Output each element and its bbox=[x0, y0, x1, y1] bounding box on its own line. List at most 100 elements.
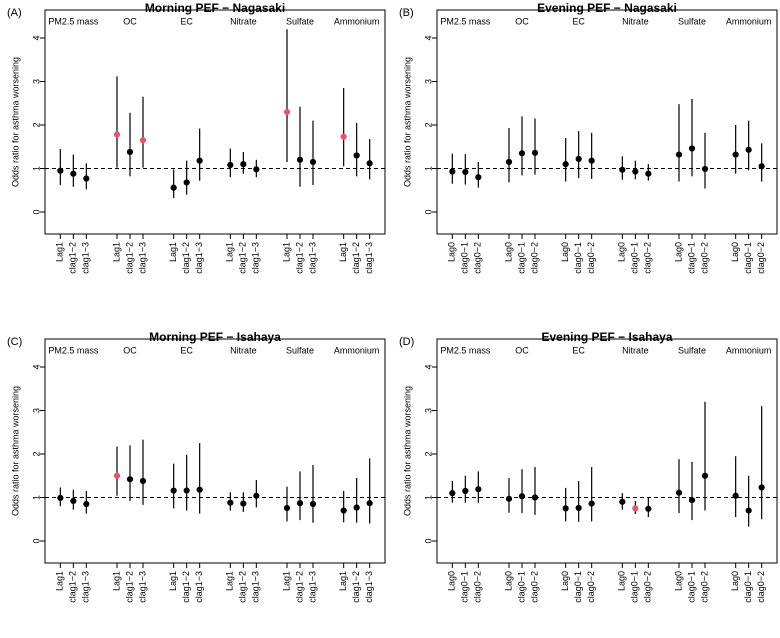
x-tick-label: clag1−3 bbox=[137, 242, 147, 274]
x-tick-label: Lag1 bbox=[338, 571, 348, 591]
x-tick-label: clag1−2 bbox=[238, 242, 248, 274]
pollutant-label: Sulfate bbox=[678, 345, 706, 355]
x-tick-label: clag1−2 bbox=[294, 571, 304, 603]
x-tick-label: clag0−1 bbox=[573, 571, 583, 603]
x-tick-label: Lag1 bbox=[168, 571, 178, 591]
y-tick-label: 2 bbox=[31, 451, 41, 456]
odds-ratio-point bbox=[588, 500, 595, 507]
odds-ratio-point bbox=[619, 498, 626, 505]
y-tick-label: 2 bbox=[423, 451, 433, 456]
x-tick-label: clag0−2 bbox=[756, 571, 766, 603]
x-tick-label: clag0−1 bbox=[686, 571, 696, 603]
pollutant-label: Ammonium bbox=[726, 345, 772, 355]
odds-ratio-point bbox=[309, 158, 317, 166]
odds-ratio-point bbox=[240, 500, 247, 507]
x-tick-label: clag1−3 bbox=[137, 571, 147, 603]
y-tick-label: 0 bbox=[423, 538, 433, 543]
x-tick-label: clag0−2 bbox=[586, 571, 596, 603]
x-tick-label: clag0−1 bbox=[516, 242, 526, 274]
x-tick-label: clag1−2 bbox=[181, 571, 191, 603]
x-tick-label: clag0−1 bbox=[743, 242, 753, 274]
y-tick-label: 0 bbox=[423, 209, 433, 214]
x-tick-label: clag1−3 bbox=[194, 571, 204, 603]
odds-ratio-point bbox=[196, 486, 203, 493]
x-tick-label: clag1−2 bbox=[68, 571, 78, 603]
x-tick-label: clag1−3 bbox=[307, 242, 317, 274]
pollutant-label: Nitrate bbox=[230, 345, 257, 355]
odds-ratio-point bbox=[732, 151, 739, 158]
x-tick-label: clag0−2 bbox=[473, 242, 483, 274]
x-tick-label: Lag1 bbox=[111, 571, 121, 591]
odds-ratio-point bbox=[518, 493, 526, 500]
chart-panel-a: (A) Morning PEF − Nagasaki 0 1 2 3 4 Odds ratio… bbox=[7, 1, 386, 274]
odds-ratio-point bbox=[619, 166, 626, 173]
x-tick-label: clag1−3 bbox=[364, 571, 374, 603]
pollutant-label: Ammonium bbox=[334, 16, 380, 26]
odds-ratio-point bbox=[531, 149, 539, 156]
y-axis-label: Odds ratio for asthma worsening bbox=[10, 57, 20, 187]
y-tick-label: 4 bbox=[31, 35, 41, 40]
pollutant-label: OC bbox=[515, 345, 529, 355]
odds-ratio-point bbox=[57, 494, 64, 502]
odds-ratio-point bbox=[227, 499, 234, 506]
x-tick-label: Lag1 bbox=[225, 242, 235, 262]
plot-frame bbox=[44, 9, 386, 235]
pollutant-label: PM2.5 mass bbox=[440, 345, 491, 355]
pollutant-label: Nitrate bbox=[230, 16, 257, 26]
y-tick-label: 4 bbox=[423, 364, 433, 369]
odds-ratio-point bbox=[518, 150, 526, 157]
x-tick-label: Lag0 bbox=[503, 571, 513, 591]
chart-title: Evening PEF − Isahaya bbox=[541, 330, 672, 344]
odds-ratio-point bbox=[531, 494, 539, 501]
pollutant-label: EC bbox=[572, 16, 585, 26]
x-tick-label: clag0−2 bbox=[529, 242, 539, 274]
chart-title: Morning PEF − Isahaya bbox=[149, 330, 281, 344]
x-tick-label: clag0−2 bbox=[699, 571, 709, 603]
x-tick-label: clag1−2 bbox=[294, 242, 304, 274]
x-tick-label: clag1−2 bbox=[124, 571, 134, 603]
pollutant-label: EC bbox=[180, 16, 193, 26]
odds-ratio-point bbox=[113, 472, 121, 479]
x-tick-label: clag1−2 bbox=[68, 242, 78, 274]
odds-ratio-point bbox=[758, 484, 765, 491]
x-tick-label: clag1−2 bbox=[351, 571, 361, 603]
odds-ratio-point bbox=[449, 168, 456, 175]
odds-ratio-point bbox=[170, 184, 177, 191]
odds-ratio-point bbox=[353, 152, 360, 159]
odds-ratio-point bbox=[70, 170, 77, 177]
x-tick-label: clag1−3 bbox=[364, 242, 374, 274]
pollutant-label: Sulfate bbox=[286, 345, 314, 355]
odds-ratio-point bbox=[83, 175, 90, 182]
x-tick-label: clag0−2 bbox=[586, 242, 596, 274]
panel-label: (A) bbox=[7, 7, 22, 19]
odds-ratio-point bbox=[253, 166, 260, 173]
odds-ratio-point bbox=[253, 492, 260, 499]
odds-ratio-point bbox=[139, 477, 147, 485]
odds-ratio-point bbox=[505, 495, 513, 502]
x-tick-label: Lag0 bbox=[560, 571, 570, 591]
plot-frame bbox=[436, 338, 778, 564]
odds-ratio-point bbox=[475, 486, 482, 493]
pollutant-label: OC bbox=[123, 16, 137, 26]
x-tick-label: Lag1 bbox=[55, 242, 65, 262]
odds-ratio-point bbox=[675, 489, 683, 496]
odds-ratio-point bbox=[196, 157, 203, 164]
y-tick-label: 4 bbox=[31, 364, 41, 369]
y-axis-label: Odds ratio for asthma worsening bbox=[10, 386, 20, 516]
x-tick-label: Lag1 bbox=[281, 571, 291, 591]
odds-ratio-point bbox=[183, 487, 190, 494]
odds-ratio-point bbox=[296, 156, 304, 163]
odds-ratio-point bbox=[675, 151, 683, 158]
x-tick-label: Lag0 bbox=[447, 571, 457, 591]
x-tick-label: Lag0 bbox=[617, 242, 627, 262]
odds-ratio-point bbox=[475, 174, 482, 181]
pollutant-label: EC bbox=[572, 345, 585, 355]
x-tick-label: clag0−1 bbox=[460, 571, 470, 603]
odds-ratio-point bbox=[57, 167, 64, 174]
odds-ratio-point bbox=[340, 133, 347, 140]
odds-ratio-point bbox=[240, 161, 247, 168]
odds-ratio-point bbox=[462, 168, 469, 176]
odds-ratio-point bbox=[113, 131, 121, 138]
odds-ratio-point bbox=[366, 500, 373, 507]
